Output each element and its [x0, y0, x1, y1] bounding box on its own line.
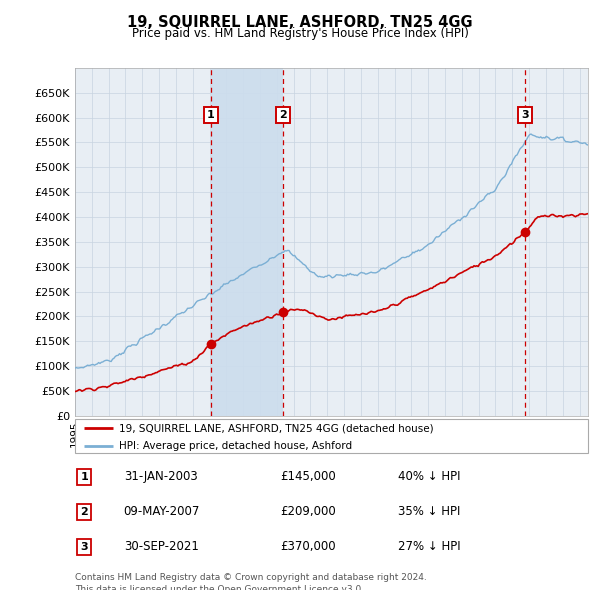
Text: 35% ↓ HPI: 35% ↓ HPI — [398, 505, 461, 519]
Text: 1: 1 — [80, 472, 88, 482]
Text: 2: 2 — [279, 110, 287, 120]
Text: 2: 2 — [80, 507, 88, 517]
Text: Price paid vs. HM Land Registry's House Price Index (HPI): Price paid vs. HM Land Registry's House … — [131, 27, 469, 40]
Text: 27% ↓ HPI: 27% ↓ HPI — [398, 540, 461, 553]
Text: HPI: Average price, detached house, Ashford: HPI: Average price, detached house, Ashf… — [119, 441, 352, 451]
Text: 3: 3 — [521, 110, 529, 120]
Text: 40% ↓ HPI: 40% ↓ HPI — [398, 470, 461, 483]
Text: 19, SQUIRREL LANE, ASHFORD, TN25 4GG (detached house): 19, SQUIRREL LANE, ASHFORD, TN25 4GG (de… — [119, 424, 433, 434]
Text: 09-MAY-2007: 09-MAY-2007 — [124, 505, 200, 519]
Text: 30-SEP-2021: 30-SEP-2021 — [124, 540, 199, 553]
Text: 1: 1 — [207, 110, 215, 120]
Text: 31-JAN-2003: 31-JAN-2003 — [124, 470, 197, 483]
Text: £370,000: £370,000 — [280, 540, 336, 553]
Text: £145,000: £145,000 — [280, 470, 336, 483]
Bar — [211, 68, 283, 416]
Text: 19, SQUIRREL LANE, ASHFORD, TN25 4GG: 19, SQUIRREL LANE, ASHFORD, TN25 4GG — [127, 15, 473, 30]
Text: 3: 3 — [80, 542, 88, 552]
Text: £209,000: £209,000 — [280, 505, 336, 519]
Text: Contains HM Land Registry data © Crown copyright and database right 2024.
This d: Contains HM Land Registry data © Crown c… — [75, 573, 427, 590]
FancyBboxPatch shape — [75, 419, 588, 453]
